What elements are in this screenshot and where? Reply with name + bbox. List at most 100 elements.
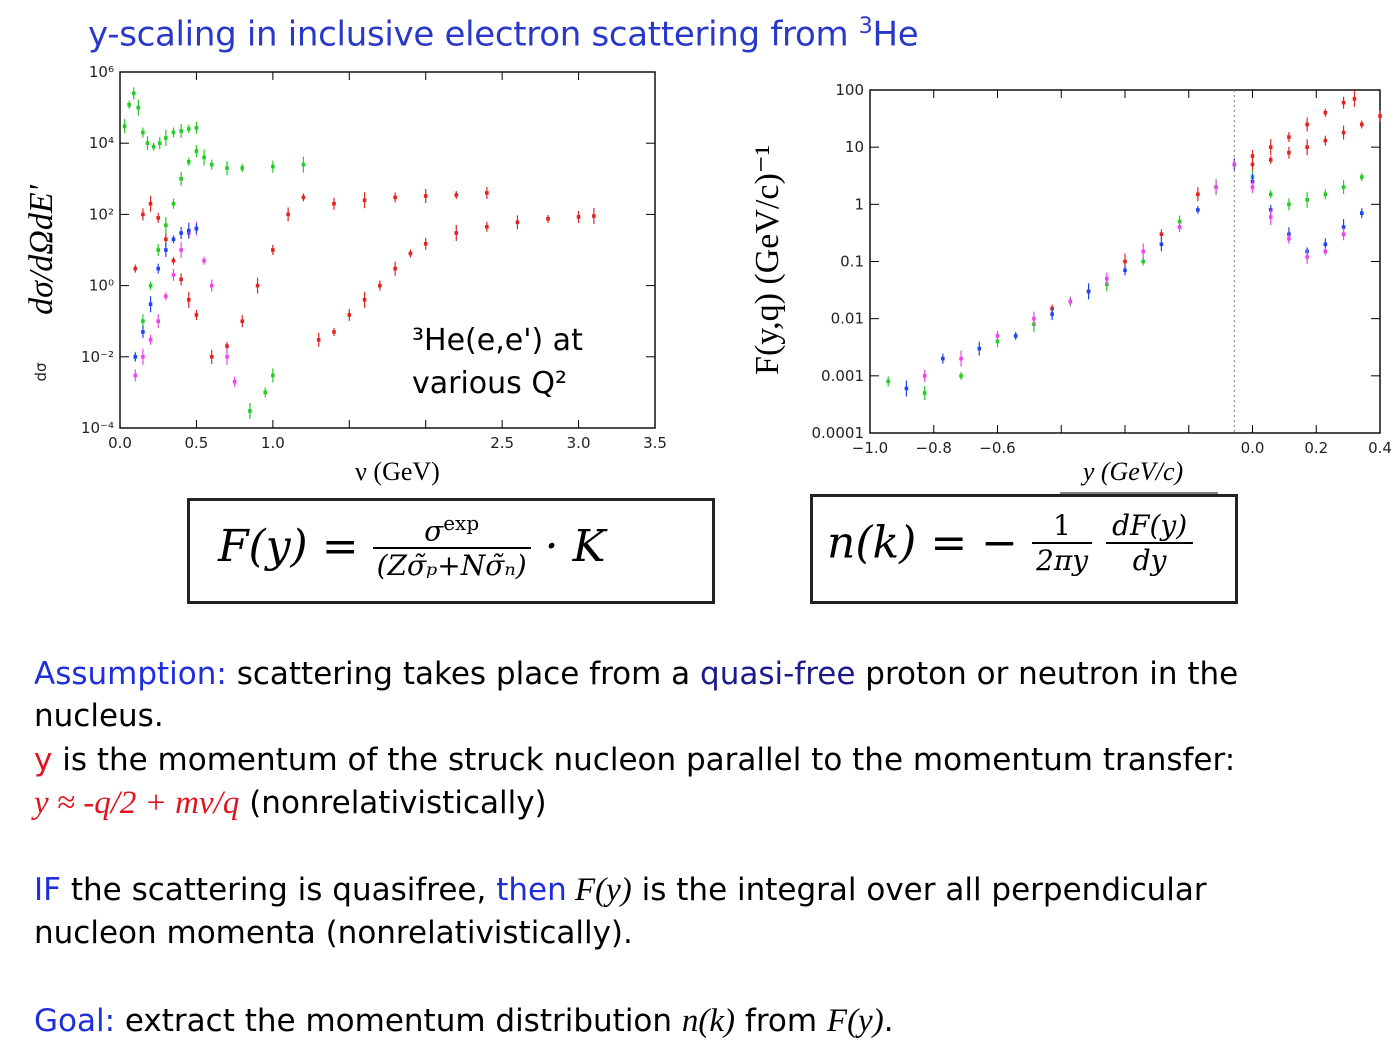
left-data-point <box>136 105 141 110</box>
if-line2: nucleon momenta (nonrelativistically). <box>34 915 633 951</box>
right-y-tick-label: 0.1 <box>840 253 864 271</box>
left-data-point <box>179 277 183 282</box>
left-data-point <box>248 409 252 413</box>
right-data-point <box>1050 312 1054 316</box>
if-fy: F(y) <box>566 872 632 908</box>
formula-nk-num1: 1 <box>1032 509 1093 544</box>
right-x-tick-label: −1.0 <box>852 439 888 457</box>
right-data-point <box>1305 198 1309 202</box>
left-data-point <box>171 258 176 263</box>
right-data-point <box>1268 145 1273 149</box>
right-data-point <box>1123 268 1127 273</box>
formula-nk-den2: dy <box>1132 544 1167 577</box>
right-y-tick-label: 100 <box>835 81 864 99</box>
left-data-point <box>133 373 138 378</box>
left-data-point <box>171 237 176 242</box>
right-data-point <box>1250 154 1255 158</box>
left-data-point <box>209 355 214 359</box>
right-data-point <box>1305 122 1309 127</box>
right-y-tick-label: 1 <box>854 195 864 213</box>
left-x-tick-label: 0.5 <box>184 434 208 452</box>
goal-nk: n(k) <box>681 1003 736 1039</box>
left-data-point <box>148 302 153 307</box>
right-data-point <box>1196 208 1200 212</box>
left-data-point <box>240 319 245 323</box>
formula-fy-sigma: σ <box>424 514 444 548</box>
left-data-point <box>576 215 581 219</box>
left-data-point <box>202 155 206 160</box>
right-data-point <box>1287 202 1291 207</box>
left-data-point <box>485 224 489 229</box>
y-variable: y <box>34 742 53 778</box>
left-data-point <box>240 166 245 170</box>
right-data-point <box>1268 192 1273 197</box>
left-data-point <box>202 258 206 263</box>
left-data-point <box>186 228 191 233</box>
goal-label: Goal: <box>34 1003 116 1039</box>
right-data-point <box>1359 175 1364 179</box>
assumption-a: scattering takes place from a <box>226 656 701 692</box>
y-formula: y ≈ -q/2 + mν/q <box>34 785 240 821</box>
right-x-axis-label: y (GeV/c) <box>1080 457 1183 486</box>
right-data-point <box>995 339 1000 344</box>
right-data-point <box>1268 158 1273 162</box>
left-data-point <box>148 283 153 288</box>
right-data-point <box>1323 249 1328 254</box>
right-data-point <box>1341 100 1346 105</box>
right-data-point <box>1250 185 1255 189</box>
right-data-point <box>1341 185 1346 189</box>
if-b: is the integral over all perpendicular <box>631 872 1207 908</box>
right-data-point <box>995 334 1000 338</box>
left-data-point <box>286 212 290 217</box>
left-data-point <box>301 195 306 200</box>
right-data-point <box>922 374 927 378</box>
right-data-point <box>1177 225 1182 229</box>
left-data-point <box>131 91 136 96</box>
left-annotation-line2: various Q² <box>412 366 567 401</box>
formula-nk-frac1: 1 2πy <box>1032 509 1093 577</box>
goal-c: . <box>883 1003 894 1039</box>
then-label: then <box>496 872 567 908</box>
left-data-point <box>423 194 428 198</box>
formula-fy-denominator: (Zσ̃ₚ+Nσ̃ₙ) <box>376 549 527 583</box>
left-data-point <box>179 248 183 252</box>
left-y-tick-label: 10⁰ <box>89 277 114 295</box>
left-data-point <box>127 102 131 107</box>
right-data-point <box>1287 236 1291 241</box>
formula-fy: F(y) = σexp (Zσ̃ₚ+Nσ̃ₙ) · K <box>187 498 715 604</box>
left-data-point <box>271 164 275 169</box>
left-y-tick-label: 10⁻⁴ <box>81 419 114 437</box>
left-data-point <box>454 193 459 197</box>
left-data-point <box>378 283 382 288</box>
left-data-point <box>156 266 161 271</box>
right-data-point <box>1378 114 1382 118</box>
right-data-point <box>1214 185 1218 189</box>
goal-line: Goal: extract the momentum distribution … <box>34 1002 894 1040</box>
left-data-point <box>485 191 489 195</box>
left-data-point <box>151 144 156 149</box>
formula-nk-num2: dF(y) <box>1106 509 1194 544</box>
left-y-tick-label: 10⁶ <box>89 63 114 81</box>
left-data-point <box>141 355 145 359</box>
left-data-point <box>171 130 176 135</box>
right-data-point <box>1250 162 1255 167</box>
left-data-point <box>393 195 397 200</box>
left-data-point <box>148 338 153 342</box>
left-data-point <box>194 126 199 130</box>
formula-fy-exp: exp <box>443 511 480 535</box>
left-frame <box>119 71 656 429</box>
left-data-point <box>141 330 145 334</box>
left-data-point <box>225 344 229 348</box>
right-data-point <box>1232 162 1237 167</box>
right-data-point <box>922 391 927 395</box>
right-x-tick-label: −0.6 <box>979 439 1015 457</box>
right-y-tick-label: 0.0001 <box>812 424 865 442</box>
left-data-point <box>179 231 183 235</box>
y-definition: is the momentum of the struck nucleon pa… <box>52 742 1236 778</box>
formula-fy-numerator: σexp <box>372 511 531 550</box>
right-data-point <box>1159 242 1164 247</box>
right-x-tick-label: 0.4 <box>1368 439 1392 457</box>
left-x-tick-label: 3.0 <box>567 434 591 452</box>
right-x-tick-label: 0.0 <box>1241 439 1265 457</box>
left-data-point <box>133 355 138 359</box>
